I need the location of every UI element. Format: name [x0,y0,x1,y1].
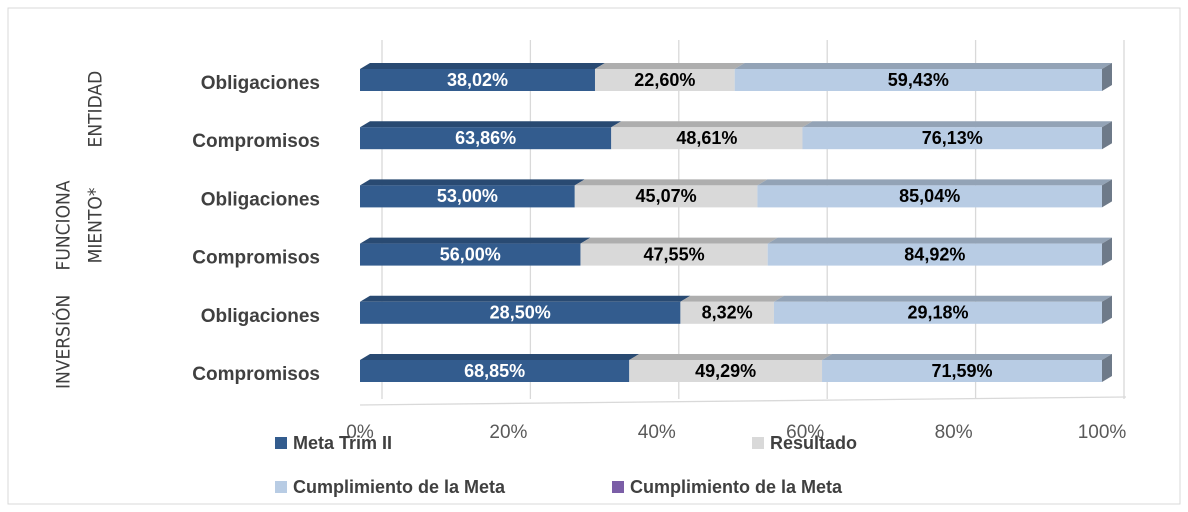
x-tick-label: 20% [489,422,527,443]
bar-side [1102,121,1112,150]
bar-top [734,63,1112,69]
bar [360,127,612,150]
bar-top [360,179,585,186]
bar [360,301,681,324]
value-label: 85,04% [899,186,960,206]
bar [360,243,581,266]
value-label: 28,50% [490,303,551,323]
legend-swatch [275,437,287,449]
bar [594,69,735,91]
value-label: 45,07% [636,186,697,206]
bar [680,301,774,324]
category-label: Compromisos [192,248,320,269]
bar-top [360,295,691,302]
bar-top [360,63,605,69]
bar-top [802,121,1112,128]
bar [360,185,575,208]
value-label: 22,60% [634,70,695,90]
bar-top [629,354,833,360]
x-tick-label: 0% [346,422,374,443]
bar [734,69,1102,91]
bar-top [594,63,745,69]
bar [822,360,1102,382]
bar [580,243,768,266]
category-label: Compromisos [192,131,320,152]
bar [773,301,1102,324]
bar [574,185,758,208]
bar [757,185,1102,208]
bar-top [360,121,622,128]
bar [767,243,1102,266]
x-tick-label: 40% [638,422,676,443]
bar-top [773,295,1112,302]
group-label: INVERSIÓN [51,295,75,389]
bar-top [767,237,1112,244]
value-label: 56,00% [440,244,501,264]
category-label: Obligaciones [201,73,320,94]
value-label: 63,86% [455,128,516,148]
x-tick-label: 60% [786,422,824,443]
value-label: 76,13% [922,128,983,148]
x-tick-label: 100% [1078,422,1127,443]
category-label: Compromisos [192,364,320,385]
bar-side [1102,63,1112,91]
value-label: 84,92% [904,244,965,264]
bar-side [1102,179,1112,208]
group-label: ENTIDAD [85,71,107,148]
value-label: 59,43% [888,70,949,90]
value-label: 8,32% [702,303,753,323]
value-label: 68,85% [464,361,525,381]
bar [802,127,1102,150]
value-label: 49,29% [695,361,756,381]
value-label: 53,00% [437,186,498,206]
bar-top [360,237,591,244]
bar-side [1102,295,1112,324]
bar-top [757,179,1112,186]
floor-line [359,396,1127,406]
legend-swatch [612,481,624,493]
bar-top [574,179,768,186]
bar-top [611,121,813,128]
bar [629,360,823,382]
bar [360,360,630,382]
legend-label: Cumplimiento de la Meta [293,477,506,497]
bar [360,69,595,91]
x-tick-label: 80% [935,422,973,443]
group-label: MIENTO* [85,187,107,263]
bar-top [580,237,778,244]
bar-top [822,354,1112,360]
bar-side [1102,237,1112,266]
category-label: Obligaciones [201,189,320,210]
value-label: 38,02% [447,70,508,90]
value-label: 47,55% [644,244,705,264]
bar-top [360,354,640,360]
value-label: 48,61% [676,128,737,148]
value-label: 71,59% [931,361,992,381]
legend-swatch [275,481,287,493]
legend-label: Resultado [770,433,857,453]
legend-label: Meta Trim II [293,433,392,453]
value-label: 29,18% [907,303,968,323]
legend-swatch [752,437,764,449]
bar [611,127,803,150]
group-label: FUNCIONA [53,180,75,270]
bar-top [680,295,784,302]
legend-label: Cumplimiento de la Meta [630,477,843,497]
bar-side [1102,354,1112,382]
category-label: Obligaciones [201,306,320,327]
